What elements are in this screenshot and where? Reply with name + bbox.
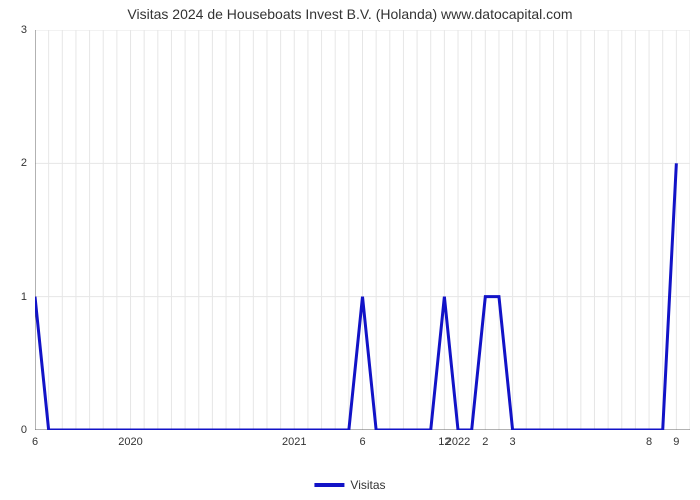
legend: Visitas [314, 478, 385, 492]
x-tick-label: 12 [438, 436, 450, 448]
y-tick-label: 3 [21, 24, 27, 36]
x-tick-label: 6 [32, 436, 38, 448]
y-tick-label: 2 [21, 157, 27, 169]
plot-area: 012362020202162022122389 [35, 30, 690, 430]
x-tick-label: 2020 [118, 436, 142, 448]
y-tick-label: 0 [21, 424, 27, 436]
y-tick-label: 1 [21, 291, 27, 303]
plot-svg [35, 30, 690, 430]
x-tick-label: 2 [482, 436, 488, 448]
chart-title: Visitas 2024 de Houseboats Invest B.V. (… [0, 6, 700, 22]
legend-swatch [314, 483, 344, 487]
x-tick-label: 6 [359, 436, 365, 448]
visits-line-chart: Visitas 2024 de Houseboats Invest B.V. (… [0, 0, 700, 500]
x-tick-label: 2021 [282, 436, 306, 448]
legend-label: Visitas [350, 478, 385, 492]
x-tick-label: 3 [510, 436, 516, 448]
x-tick-label: 8 [646, 436, 652, 448]
x-tick-label: 9 [673, 436, 679, 448]
